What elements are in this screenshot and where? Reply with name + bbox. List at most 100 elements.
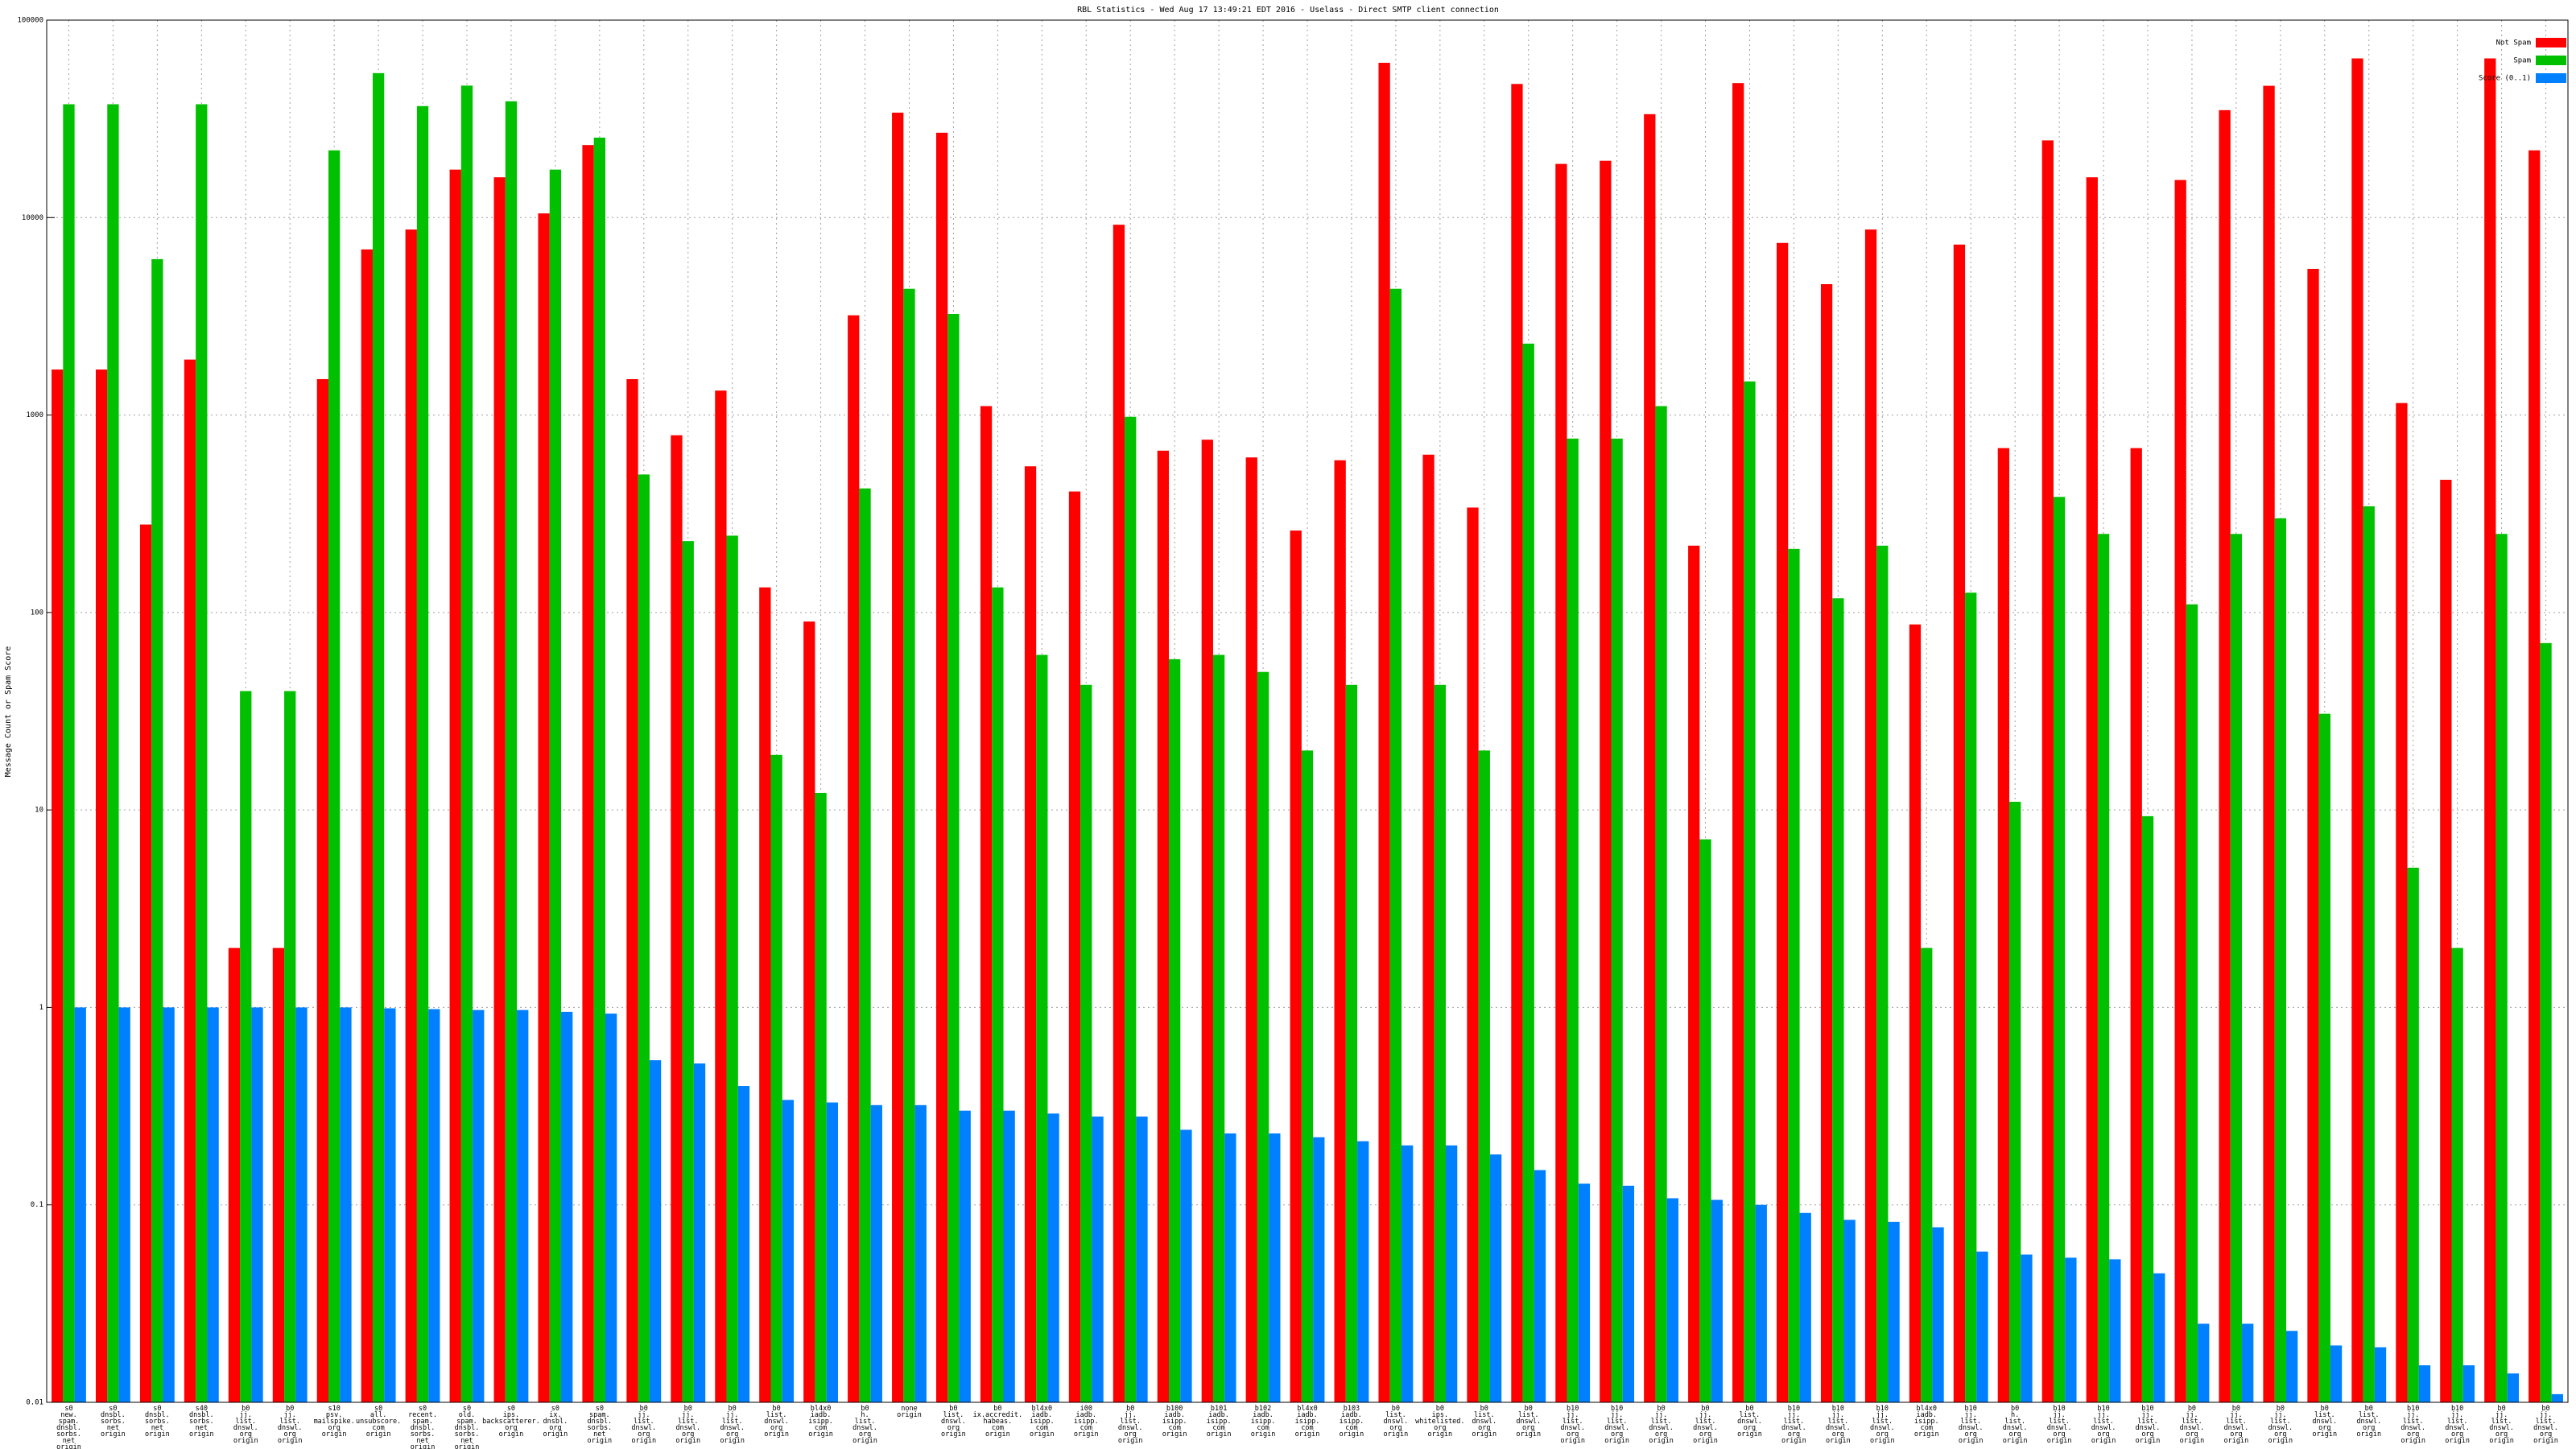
bar bbox=[2540, 642, 2552, 1402]
bar bbox=[74, 1007, 86, 1402]
x-tick-label-line: net bbox=[63, 1437, 75, 1445]
x-tick-label-line: iadb. bbox=[1164, 1411, 1185, 1419]
x-tick-label-line: dnswl. bbox=[278, 1424, 303, 1432]
x-tick-label-line: net bbox=[460, 1437, 473, 1445]
y-tick-label: 100 bbox=[31, 609, 43, 617]
x-tick-label-line: dnsbl. bbox=[543, 1418, 568, 1426]
x-tick-label-line: list. bbox=[1607, 1418, 1628, 1426]
bar bbox=[992, 587, 1004, 1402]
x-tick-label-line: origin bbox=[764, 1430, 789, 1439]
bar bbox=[980, 406, 993, 1402]
bar bbox=[1313, 1137, 1325, 1402]
x-tick-label-line: origin bbox=[1959, 1437, 1984, 1445]
x-tick-label-line: iadb. bbox=[811, 1411, 832, 1419]
bar bbox=[1511, 84, 1523, 1402]
x-tick-label: b101 iadb. isipp. com origin bbox=[1207, 1405, 1232, 1439]
x-tick-label-line: dnswl. bbox=[1118, 1424, 1143, 1432]
x-tick-label-line: com bbox=[1212, 1424, 1224, 1432]
bar bbox=[1555, 163, 1567, 1403]
bar bbox=[416, 105, 429, 1402]
x-tick-label-line: org bbox=[1522, 1424, 1534, 1432]
x-tick-label-line: org bbox=[1699, 1430, 1711, 1439]
x-tick-label-line: origin bbox=[1870, 1437, 1895, 1445]
x-tick-label-line: jj. bbox=[284, 1411, 296, 1419]
bar bbox=[151, 258, 163, 1402]
bar bbox=[316, 378, 329, 1403]
x-tick-label-line: b103 bbox=[1344, 1405, 1360, 1413]
bar bbox=[1445, 1145, 1458, 1402]
x-tick-label-line: org bbox=[2540, 1430, 2552, 1439]
x-tick-label-line: com bbox=[1257, 1424, 1269, 1432]
x-tick-label: b10 jj. list. dnswl. org origin bbox=[1604, 1405, 1629, 1445]
x-tick-label-line: b10 bbox=[1876, 1405, 1889, 1413]
x-tick-label-line: origin bbox=[1427, 1430, 1452, 1439]
bar bbox=[517, 1009, 529, 1402]
x-tick-label-line: org bbox=[638, 1430, 650, 1439]
x-tick-label-line: b0 bbox=[286, 1405, 294, 1413]
x-tick-label-line: b0 bbox=[1436, 1405, 1444, 1413]
bar bbox=[2141, 815, 2154, 1402]
x-tick-label-line: list. bbox=[279, 1418, 300, 1426]
x-tick-label-line: list. bbox=[1960, 1418, 1981, 1426]
x-tick-label: s0 ix. dnsbl. org origin bbox=[543, 1405, 568, 1439]
bar bbox=[207, 1007, 219, 1402]
x-tick-label-line: list. bbox=[1828, 1418, 1849, 1426]
x-tick-label-line: org bbox=[505, 1424, 517, 1432]
x-tick-label-line: origin bbox=[1516, 1430, 1541, 1439]
x-tick-label-line: b10 bbox=[1611, 1405, 1623, 1413]
x-tick-label-line: org bbox=[682, 1430, 694, 1439]
x-tick-label-line: ips. bbox=[503, 1411, 519, 1419]
x-tick-label-line: org bbox=[1567, 1430, 1579, 1439]
x-tick-label-line: org bbox=[1125, 1430, 1137, 1439]
x-tick-label-line: b101 bbox=[1211, 1405, 1227, 1413]
bar bbox=[2440, 480, 2452, 1402]
x-tick-label-line: origin bbox=[2312, 1430, 2337, 1439]
bar bbox=[1776, 242, 1789, 1402]
x-tick-label-line: com bbox=[1168, 1424, 1180, 1432]
bar bbox=[1467, 507, 1479, 1403]
bar bbox=[1357, 1141, 1369, 1402]
bar bbox=[715, 390, 727, 1402]
bar bbox=[1876, 545, 1889, 1402]
x-tick-label-line: dnswl. bbox=[1693, 1424, 1718, 1432]
bar bbox=[1478, 750, 1490, 1402]
bar bbox=[1092, 1117, 1104, 1402]
bar bbox=[1997, 448, 2010, 1403]
bar bbox=[2374, 1347, 2387, 1402]
x-tick-label-line: b0 bbox=[684, 1405, 692, 1413]
x-tick-label-line: org bbox=[2363, 1424, 2375, 1432]
bar bbox=[682, 541, 694, 1402]
x-tick-label-line: origin bbox=[631, 1437, 656, 1445]
x-tick-label-line: sorbs. bbox=[411, 1430, 436, 1439]
bar bbox=[1799, 1212, 1811, 1402]
bar bbox=[1180, 1129, 1192, 1402]
x-tick-label-line: b10 bbox=[2407, 1405, 2419, 1413]
x-tick-label-line: org bbox=[2318, 1424, 2330, 1432]
bar bbox=[2219, 109, 2231, 1402]
x-tick-label-line: com bbox=[1345, 1424, 1357, 1432]
x-tick-label-line: list. bbox=[1563, 1418, 1583, 1426]
bar bbox=[2285, 1331, 2298, 1402]
x-tick-label-line: b0 bbox=[993, 1405, 1001, 1413]
x-tick-label-line: list. bbox=[2314, 1411, 2335, 1419]
x-tick-label-line: origin bbox=[1737, 1430, 1762, 1439]
x-tick-label-line: origin bbox=[366, 1430, 391, 1439]
x-tick-label-line: b10 bbox=[2053, 1405, 2065, 1413]
x-tick-label: s0 recent. spam. dnsbl. sorbs. net origin bbox=[408, 1405, 437, 1449]
bar bbox=[1169, 658, 1181, 1402]
x-tick-label-line: list. bbox=[1474, 1411, 1495, 1419]
bar bbox=[340, 1007, 352, 1402]
x-tick-label-line: jj. bbox=[1876, 1411, 1889, 1419]
x-tick-label-line: jj. bbox=[2407, 1411, 2419, 1419]
x-tick-label: b0 list. dnswl. org origin bbox=[2356, 1405, 2381, 1439]
x-tick-label-line: org bbox=[1965, 1430, 1977, 1439]
x-tick-label-line: origin bbox=[1207, 1430, 1232, 1439]
bar bbox=[1422, 454, 1435, 1403]
bar bbox=[384, 1008, 396, 1402]
x-tick-label-line: sorbs. bbox=[587, 1424, 612, 1432]
x-tick-label-line: recent. bbox=[408, 1411, 437, 1419]
x-tick-label-line: origin bbox=[1295, 1430, 1320, 1439]
bar bbox=[903, 288, 915, 1402]
bar bbox=[107, 104, 119, 1403]
